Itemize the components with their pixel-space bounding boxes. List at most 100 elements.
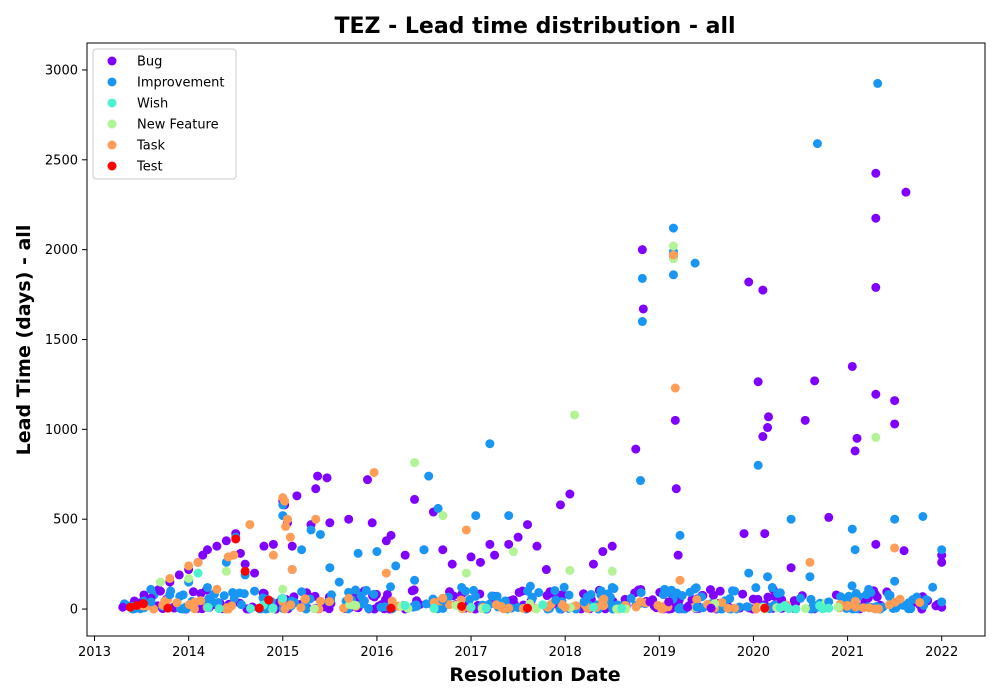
data-point bbox=[579, 597, 589, 607]
x-tick-label: 2021 bbox=[831, 645, 864, 660]
data-point bbox=[193, 557, 203, 567]
data-point bbox=[203, 603, 213, 613]
data-point bbox=[753, 460, 763, 470]
data-point bbox=[847, 581, 857, 591]
data-point bbox=[364, 603, 374, 613]
data-point bbox=[824, 512, 834, 522]
data-point bbox=[381, 568, 391, 578]
data-point bbox=[350, 585, 360, 595]
data-point bbox=[410, 458, 420, 468]
data-point bbox=[297, 587, 307, 597]
data-point bbox=[264, 595, 274, 605]
data-point bbox=[325, 563, 335, 573]
data-point bbox=[285, 532, 295, 542]
data-point bbox=[457, 582, 467, 592]
x-tick-label: 2019 bbox=[643, 645, 676, 660]
data-point bbox=[668, 250, 678, 260]
data-point bbox=[487, 591, 497, 601]
data-point bbox=[325, 518, 335, 528]
data-point bbox=[311, 484, 321, 494]
data-point bbox=[438, 511, 448, 521]
data-point bbox=[775, 588, 785, 598]
data-point bbox=[424, 471, 434, 481]
y-tick-label: 2000 bbox=[45, 243, 78, 258]
data-point bbox=[638, 304, 648, 314]
data-point bbox=[491, 600, 501, 610]
data-point bbox=[763, 572, 773, 582]
data-point bbox=[658, 603, 668, 613]
data-point bbox=[481, 603, 491, 613]
data-point bbox=[306, 525, 316, 535]
data-point bbox=[660, 584, 670, 594]
data-point bbox=[743, 602, 753, 612]
data-point bbox=[282, 514, 292, 524]
data-point bbox=[670, 415, 680, 425]
data-point bbox=[636, 588, 646, 598]
data-point bbox=[361, 585, 371, 595]
y-tick-label: 2500 bbox=[45, 153, 78, 168]
data-point bbox=[890, 419, 900, 429]
data-point bbox=[146, 597, 156, 607]
data-point bbox=[163, 603, 173, 613]
data-point bbox=[668, 223, 678, 233]
data-point bbox=[599, 594, 609, 604]
data-point bbox=[675, 530, 685, 540]
x-tick-label: 2022 bbox=[925, 645, 958, 660]
legend-marker bbox=[107, 161, 117, 171]
data-point bbox=[286, 600, 296, 610]
data-point bbox=[744, 277, 754, 287]
data-point bbox=[240, 559, 250, 569]
data-point bbox=[309, 604, 319, 614]
data-point bbox=[844, 591, 854, 601]
data-point bbox=[229, 550, 239, 560]
data-point bbox=[550, 586, 560, 596]
legend-marker bbox=[107, 98, 117, 108]
data-point bbox=[315, 596, 325, 606]
data-point bbox=[268, 539, 278, 549]
data-point bbox=[259, 541, 269, 551]
data-point bbox=[890, 514, 900, 524]
data-point bbox=[184, 573, 194, 583]
data-point bbox=[513, 532, 523, 542]
data-point bbox=[717, 597, 727, 607]
data-point bbox=[871, 168, 881, 178]
data-point bbox=[461, 525, 471, 535]
legend-marker bbox=[107, 140, 117, 150]
data-point bbox=[411, 600, 421, 610]
data-point bbox=[447, 559, 457, 569]
data-point bbox=[221, 536, 231, 546]
data-point bbox=[861, 590, 871, 600]
data-point bbox=[918, 512, 928, 522]
y-axis-ticks: 0 500 1000 1500 2000 2500 3000 bbox=[45, 63, 87, 618]
data-point bbox=[775, 603, 785, 613]
data-point bbox=[165, 590, 175, 600]
data-point bbox=[692, 595, 702, 605]
data-point bbox=[324, 597, 334, 607]
data-point bbox=[504, 511, 514, 521]
data-point bbox=[708, 590, 718, 600]
data-point bbox=[852, 433, 862, 443]
data-point bbox=[250, 568, 260, 578]
data-point bbox=[730, 603, 740, 613]
data-point bbox=[833, 602, 843, 612]
data-point bbox=[311, 514, 321, 524]
legend-marker bbox=[107, 56, 117, 66]
data-point bbox=[246, 604, 256, 614]
data-point bbox=[928, 582, 938, 592]
x-tick-label: 2014 bbox=[172, 645, 205, 660]
data-point bbox=[531, 604, 541, 614]
data-point bbox=[871, 213, 881, 223]
data-point bbox=[386, 603, 396, 613]
data-point bbox=[410, 494, 420, 504]
data-point bbox=[212, 541, 222, 551]
data-point bbox=[372, 547, 382, 557]
data-point bbox=[598, 547, 608, 557]
data-point bbox=[806, 594, 816, 604]
data-point bbox=[188, 587, 198, 597]
data-point bbox=[410, 575, 420, 585]
data-point bbox=[254, 603, 264, 613]
data-point bbox=[367, 518, 377, 528]
data-point bbox=[723, 603, 733, 613]
data-point bbox=[675, 575, 685, 585]
data-point bbox=[677, 591, 687, 601]
